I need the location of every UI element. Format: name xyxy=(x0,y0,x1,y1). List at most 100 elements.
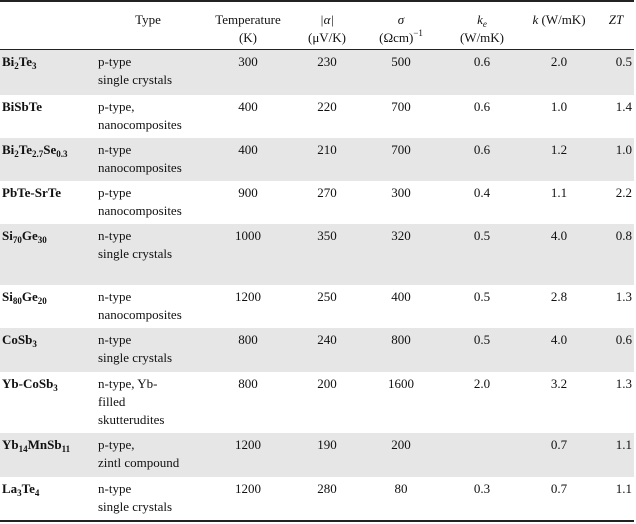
type-line: nanocomposites xyxy=(98,307,182,322)
cell-thermal-k: 4.0 xyxy=(550,332,568,347)
cell-type: p-type, zintl compound xyxy=(96,433,200,477)
material-text: La xyxy=(2,481,18,496)
cell-zt: 0.5 xyxy=(615,53,632,69)
cell-thermal-k: 1.1 xyxy=(550,185,568,200)
material-text: Te xyxy=(21,481,35,496)
cell-type: p-type, nanocomposites xyxy=(96,95,200,138)
material-subscript: 80 xyxy=(12,296,22,306)
cell-material: CoSb3 xyxy=(0,328,96,372)
cell-electronic-k: 0.4 xyxy=(473,185,491,200)
cell-temperature: 400 xyxy=(238,142,258,157)
cell-zt: 1.1 xyxy=(615,481,632,496)
header-electronic-k-unit: (W/mK) xyxy=(459,30,505,45)
cell-electronic-k: 0.6 xyxy=(473,99,491,114)
cell-type: n-type single crystals xyxy=(96,224,200,285)
cell-zt: 1.1 xyxy=(615,437,632,452)
type-line: single crystals xyxy=(98,350,173,365)
cell-temperature: 1200 xyxy=(235,289,261,304)
material-subscript: 4 xyxy=(34,488,40,498)
material-text: Yb xyxy=(2,437,19,452)
material-subscript: 2 xyxy=(14,60,19,71)
material-text: Bi xyxy=(2,53,15,69)
cell-conductivity: 80 xyxy=(394,481,408,496)
cell-material: Si70Ge30 xyxy=(0,224,96,285)
cell-material: BiSbTe xyxy=(0,95,96,138)
header-conductivity-symbol: σ xyxy=(397,12,405,27)
header-seebeck-symbol: |α| xyxy=(320,12,334,27)
type-line: p-type, xyxy=(98,99,135,114)
material-subscript: 3 xyxy=(53,383,58,393)
table-body: Bi2Te3 p-type single crystals 300 230 500 0.6 2… xyxy=(0,49,634,521)
table-row: La3Te4 n-type single crystals 1200 280 80 0.3 0… xyxy=(0,477,634,521)
cell-seebeck: 200 xyxy=(317,376,337,391)
header-electronic-k-symbol: k xyxy=(477,12,483,27)
cell-zt: 0.6 xyxy=(615,332,632,347)
header-row: Type Temperature (K) |α| (μV/K) σ (Ωcm)−1 k… xyxy=(0,1,634,49)
cell-temperature: 900 xyxy=(238,185,258,200)
cell-conductivity: 700 xyxy=(391,142,411,157)
cell-material: PbTe-SrTe xyxy=(0,181,96,224)
table-row: Bi2Te2.7Se0.3 n-type nanocomposites 400 210 7… xyxy=(0,138,634,181)
cell-conductivity: 300 xyxy=(391,185,411,200)
cell-type: p-type single crystals xyxy=(96,49,200,95)
cell-type: n-type nanocomposites xyxy=(96,285,200,328)
cell-zt: 2.2 xyxy=(615,185,632,200)
cell-material: Yb-CoSb3 xyxy=(0,372,96,433)
material-text: Se xyxy=(43,142,57,157)
cell-zt: 0.8 xyxy=(615,228,632,243)
table-row: Yb14MnSb11 p-type, zintl compound 1200 190 20… xyxy=(0,433,634,477)
header-temperature-unit: (K) xyxy=(238,30,258,45)
cell-thermal-k: 2.8 xyxy=(550,289,568,304)
cell-seebeck: 230 xyxy=(317,53,337,69)
cell-material: Si80Ge20 xyxy=(0,285,96,328)
cell-electronic-k: 0.3 xyxy=(473,481,491,496)
material-subscript: 70 xyxy=(12,235,22,245)
table-row: BiSbTe p-type, nanocomposites 400 220 700 0.6 1… xyxy=(0,95,634,138)
material-subscript: 3 xyxy=(32,339,37,349)
header-zt: ZT xyxy=(608,12,624,27)
cell-electronic-k: 0.5 xyxy=(473,228,491,243)
cell-conductivity: 1600 xyxy=(388,376,414,391)
cell-material: Yb14MnSb11 xyxy=(0,433,96,477)
header-electronic-k-subscript: e xyxy=(482,19,487,29)
cell-electronic-k: 0.6 xyxy=(473,142,491,157)
type-line: nanocomposites xyxy=(98,203,182,218)
header-seebeck: |α| (μV/K) xyxy=(296,1,358,49)
cell-conductivity: 400 xyxy=(391,289,411,304)
material-text: Si xyxy=(2,289,13,304)
table-row: CoSb3 n-type single crystals 800 240 800 0.5 4.… xyxy=(0,328,634,372)
material-text: Si xyxy=(2,228,13,243)
type-line: zintl compound xyxy=(98,455,180,470)
material-subscript: 30 xyxy=(37,235,47,245)
material-text: MnSb xyxy=(27,437,62,452)
cell-zt: 1.3 xyxy=(615,376,632,391)
cell-electronic-k: 0.5 xyxy=(473,289,491,304)
material-text: Ge xyxy=(21,228,38,243)
cell-conductivity: 800 xyxy=(391,332,411,347)
header-seebeck-unit: (μV/K) xyxy=(307,30,347,45)
cell-temperature: 300 xyxy=(238,53,258,69)
cell-zt: 1.3 xyxy=(615,289,632,304)
header-conductivity-exponent: −1 xyxy=(413,28,423,38)
material-text: Bi xyxy=(2,142,15,157)
table-row: Si80Ge20 n-type nanocomposites 1200 250 400 0.… xyxy=(0,285,634,328)
cell-seebeck: 250 xyxy=(317,289,337,304)
type-line: skutterudites xyxy=(98,412,165,427)
type-line: n-type xyxy=(98,228,132,243)
material-subscript: 3 xyxy=(32,60,37,71)
cell-type: n-type single crystals xyxy=(96,477,200,521)
table-row: Si70Ge30 n-type single crystals 1000 350 320 0… xyxy=(0,224,634,285)
cell-electronic-k xyxy=(444,433,520,477)
cell-material: La3Te4 xyxy=(0,477,96,521)
header-type: Type xyxy=(135,12,161,27)
cell-seebeck: 350 xyxy=(317,228,337,243)
cell-type: p-type nanocomposites xyxy=(96,181,200,224)
type-line: nanocomposites xyxy=(98,117,182,132)
cell-thermal-k: 0.7 xyxy=(550,437,568,452)
table-row: Bi2Te3 p-type single crystals 300 230 500 0.6 2… xyxy=(0,49,634,95)
type-line: n-type xyxy=(98,142,132,157)
cell-conductivity: 200 xyxy=(391,437,411,452)
cell-seebeck: 220 xyxy=(317,99,337,114)
cell-seebeck: 210 xyxy=(317,142,337,157)
